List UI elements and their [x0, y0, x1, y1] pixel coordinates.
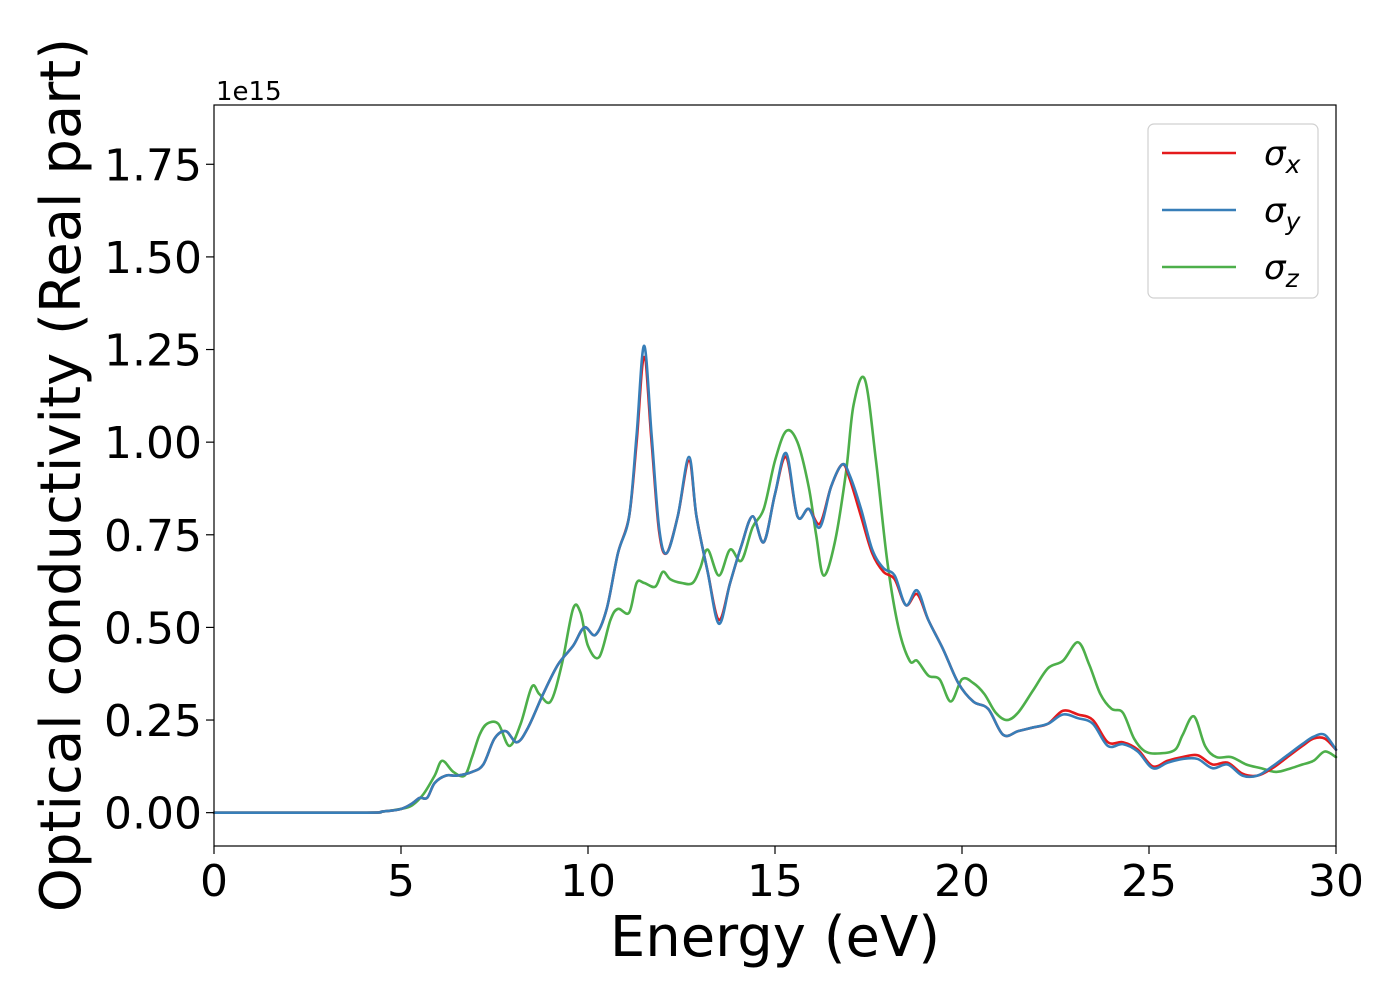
x-tick-label: 10 — [560, 856, 616, 907]
y-axis-ticks: 0.00 0.25 0.50 0.75 1.00 1.25 1.50 1.75 — [104, 140, 214, 840]
y-offset-text: 1e15 — [216, 77, 282, 107]
y-tick-label: 0.50 — [104, 603, 202, 654]
x-axis-ticks: 0 5 10 15 20 25 30 — [200, 846, 1364, 907]
plot-lines — [212, 344, 1338, 815]
y-tick-label: 0.25 — [104, 696, 202, 747]
y-tick-label: 1.25 — [104, 326, 202, 377]
y-tick-label: 0.75 — [104, 511, 202, 562]
y-tick-label: 1.00 — [104, 418, 202, 469]
y-tick-label: 0.00 — [104, 789, 202, 840]
y-tick-label: 1.75 — [104, 140, 202, 191]
x-tick-label: 25 — [1121, 856, 1177, 907]
x-axis-label: Energy (eV) — [610, 905, 940, 970]
x-tick-label: 5 — [387, 856, 415, 907]
x-tick-label: 0 — [200, 856, 228, 907]
series-line-y — [212, 344, 1338, 815]
x-tick-label: 30 — [1308, 856, 1364, 907]
y-axis-label: Optical conductivity (Real part) — [29, 38, 94, 912]
x-tick-label: 15 — [747, 856, 803, 907]
y-tick-label: 1.50 — [104, 233, 202, 284]
x-tick-label: 20 — [934, 856, 990, 907]
